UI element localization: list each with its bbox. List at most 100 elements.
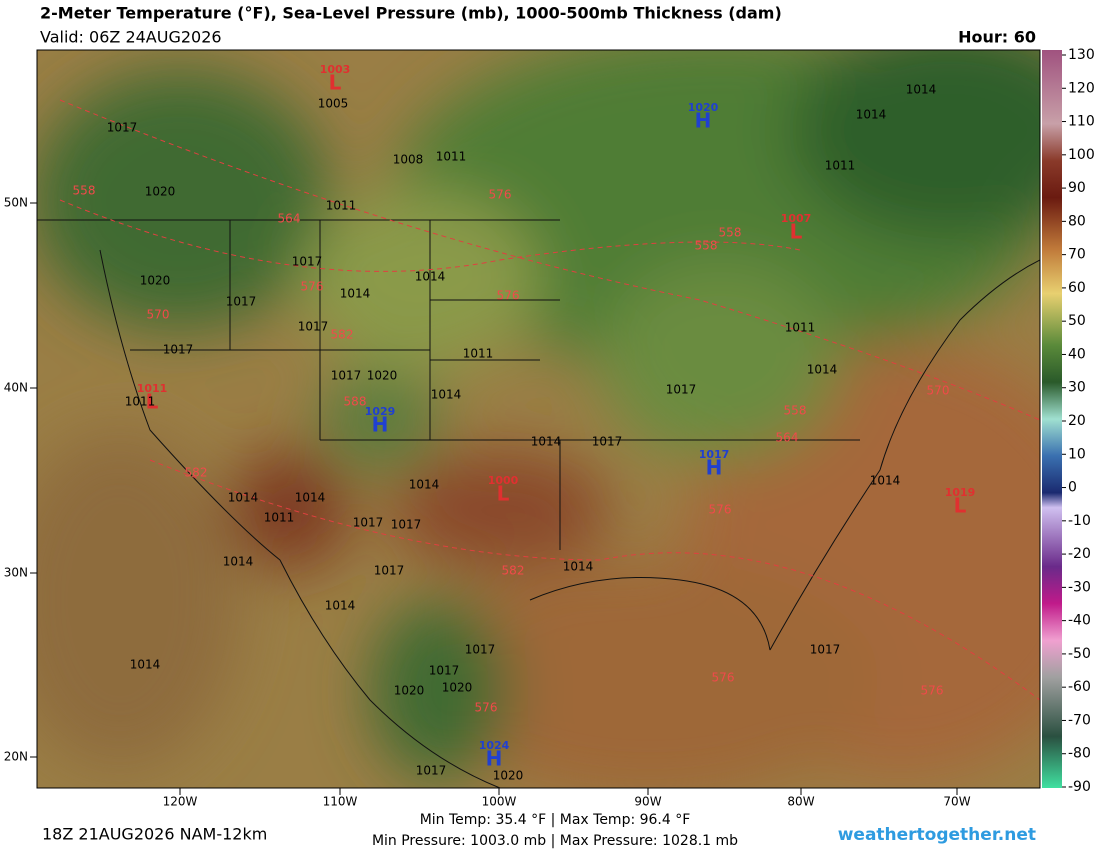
lon-label: 90W <box>634 795 661 809</box>
center-symbol: H <box>486 747 503 771</box>
center-symbol: L <box>146 390 159 414</box>
thickness-label: 576 <box>489 188 512 202</box>
colorbar-label: 0 <box>1068 480 1077 496</box>
isobar-label: 1020 <box>367 369 398 383</box>
colorbar-label: -90 <box>1068 779 1091 795</box>
center-symbol: H <box>372 413 389 437</box>
isobar-label: 1014 <box>431 388 462 402</box>
lat-label: 20N <box>4 750 28 764</box>
thickness-label: 570 <box>927 384 950 398</box>
colorbar-label: 110 <box>1068 114 1095 130</box>
isobar-label: 1014 <box>870 474 901 488</box>
title: 2-Meter Temperature (°F), Sea-Level Pres… <box>40 4 782 23</box>
isobar-label: 1014 <box>340 287 371 301</box>
colorbar-label: -70 <box>1068 712 1091 728</box>
lat-label: 30N <box>4 566 28 580</box>
isobar-label: 1017 <box>107 121 138 135</box>
colorbar <box>1042 50 1062 788</box>
colorbar-label: 20 <box>1068 413 1086 429</box>
colorbar-label: 40 <box>1068 346 1086 362</box>
isobar-label: 1017 <box>666 383 697 397</box>
isobar-label: 1020 <box>140 274 171 288</box>
isobar-label: 1017 <box>465 643 496 657</box>
isobar-label: 1020 <box>394 684 425 698</box>
center-symbol: L <box>329 71 342 95</box>
center-pressure: 1017 <box>699 448 730 461</box>
valid-time: Valid: 06Z 24AUG2026 <box>40 28 222 47</box>
colorbar-label: 90 <box>1068 180 1086 196</box>
isobar-label: 1017 <box>353 516 384 530</box>
lon-label: 120W <box>163 795 198 809</box>
thickness-label: 570 <box>147 308 170 322</box>
isobar-label: 1020 <box>145 185 176 199</box>
colorbar-label: 130 <box>1068 47 1095 63</box>
isobar-label: 1011 <box>125 395 156 409</box>
isobar-label: 1020 <box>442 681 473 695</box>
map-background <box>37 50 1040 788</box>
center-symbol: L <box>790 220 803 244</box>
isobar-label: 1017 <box>429 664 460 678</box>
thickness-label: 576 <box>712 671 735 685</box>
colorbar-label: -50 <box>1068 646 1091 662</box>
pressure-stats: Min Pressure: 1003.0 mb | Max Pressure: … <box>372 833 738 849</box>
isobar-label: 1014 <box>415 270 446 284</box>
isobar-label: 1017 <box>226 295 257 309</box>
lat-label: 40N <box>4 381 28 395</box>
lon-label: 80W <box>787 795 814 809</box>
center-symbol: L <box>954 494 967 518</box>
isobar-label: 1017 <box>810 643 841 657</box>
lon-label: 100W <box>482 795 517 809</box>
thickness-label: 576 <box>497 289 520 303</box>
center-pressure: 1020 <box>688 101 719 114</box>
isobar-label: 1011 <box>436 150 467 164</box>
thickness-label: 564 <box>776 431 799 445</box>
isobar-label: 1011 <box>463 347 494 361</box>
model-run: 18Z 21AUG2026 NAM-12km <box>42 825 267 844</box>
colorbar-label: -40 <box>1068 613 1091 629</box>
isobar-label: 1014 <box>563 560 594 574</box>
colorbar-label: 50 <box>1068 313 1086 329</box>
isobar-label: 1014 <box>906 83 937 97</box>
isobar-label: 1017 <box>298 320 329 334</box>
isobar-label: 1011 <box>326 199 357 213</box>
lon-label: 70W <box>943 795 970 809</box>
isobar-label: 1011 <box>264 511 295 525</box>
thickness-label: 582 <box>502 564 525 578</box>
colorbar-label: -80 <box>1068 746 1091 762</box>
isobar-label: 1014 <box>856 108 887 122</box>
isobar-label: 1014 <box>531 435 562 449</box>
center-pressure: 1029 <box>365 405 396 418</box>
isobar-label: 1011 <box>825 159 856 173</box>
isobar-label: 1014 <box>130 658 161 672</box>
isobar-label: 1014 <box>325 599 356 613</box>
thickness-label: 558 <box>784 404 807 418</box>
colorbar-label: 60 <box>1068 280 1086 296</box>
isobar-label: 1017 <box>292 255 323 269</box>
center-pressure: 1024 <box>479 739 510 752</box>
colorbar-label: 70 <box>1068 247 1086 263</box>
center-symbol: H <box>695 109 712 133</box>
isobar-label: 1014 <box>228 491 259 505</box>
thickness-label: 564 <box>278 212 301 226</box>
thickness-label: 576 <box>709 503 732 517</box>
isobar-label: 1014 <box>223 555 254 569</box>
temp-stats: Min Temp: 35.4 °F | Max Temp: 96.4 °F <box>420 812 691 828</box>
thickness-label: 576 <box>921 684 944 698</box>
isobar-label: 1020 <box>493 769 524 783</box>
center-symbol: L <box>497 482 510 506</box>
colorbar-label: -20 <box>1068 546 1091 562</box>
colorbar-label: 80 <box>1068 213 1086 229</box>
center-pressure: 1019 <box>945 486 976 499</box>
isobar-label: 1017 <box>331 369 362 383</box>
isobar-label: 1011 <box>785 321 816 335</box>
thickness-label: 582 <box>331 328 354 342</box>
center-pressure: 1011 <box>137 382 168 395</box>
colorbar-label: -30 <box>1068 579 1091 595</box>
isobar-label: 1017 <box>374 564 405 578</box>
colorbar-label: 120 <box>1068 80 1095 96</box>
isobar-label: 1017 <box>391 518 422 532</box>
colorbar-label: 30 <box>1068 380 1086 396</box>
map-frame <box>36 49 1041 789</box>
thickness-label: 558 <box>719 226 742 240</box>
